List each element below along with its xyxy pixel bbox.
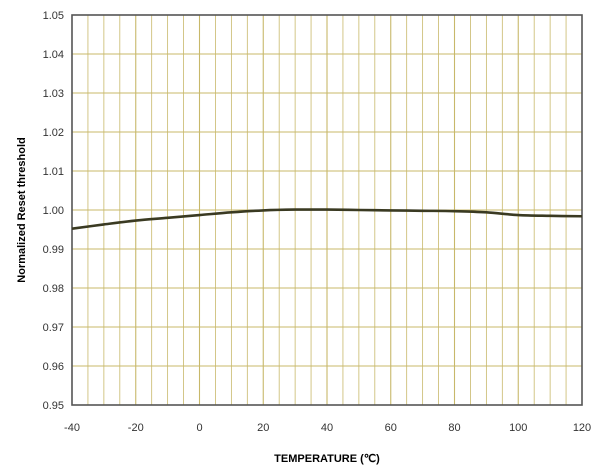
- y-tick-label: 0.97: [43, 322, 64, 334]
- x-axis-title: TEMPERATURE (℃): [274, 453, 380, 465]
- y-tick-label: 1.03: [43, 88, 64, 100]
- x-tick-label: 60: [385, 422, 397, 434]
- x-tick-label: 100: [509, 422, 527, 434]
- x-tick-label: -40: [64, 422, 80, 434]
- y-tick-label: 1.00: [43, 205, 64, 217]
- x-tick-label: 20: [257, 422, 269, 434]
- major-gridlines: [72, 14, 582, 406]
- y-tick-label: 0.95: [43, 400, 64, 412]
- y-tick-label: 0.96: [43, 361, 64, 373]
- x-tick-label: 40: [321, 422, 333, 434]
- y-axis-tick-labels: 0.95 0.96 0.97 0.98 0.99 1.00 1.01 1.02 1.03 1.04…: [43, 10, 64, 412]
- x-axis-tick-labels: -40 -20 0 20 40 60 80 100 120: [64, 422, 591, 434]
- y-tick-label: 1.02: [43, 127, 64, 139]
- y-tick-label: 1.01: [43, 166, 64, 178]
- x-tick-label: 120: [573, 422, 591, 434]
- y-tick-label: 1.05: [43, 10, 64, 22]
- x-tick-label: -20: [128, 422, 144, 434]
- plot-frame: [71, 14, 583, 406]
- y-tick-label: 1.04: [43, 49, 64, 61]
- x-tick-label: 0: [196, 422, 202, 434]
- series-line: [71, 208, 583, 231]
- y-axis-title: Normalized Reset threshold: [16, 137, 28, 282]
- y-tick-label: 0.98: [43, 283, 64, 295]
- x-tick-label: 80: [448, 422, 460, 434]
- series-layer: [71, 208, 583, 231]
- y-tick-label: 0.99: [43, 244, 64, 256]
